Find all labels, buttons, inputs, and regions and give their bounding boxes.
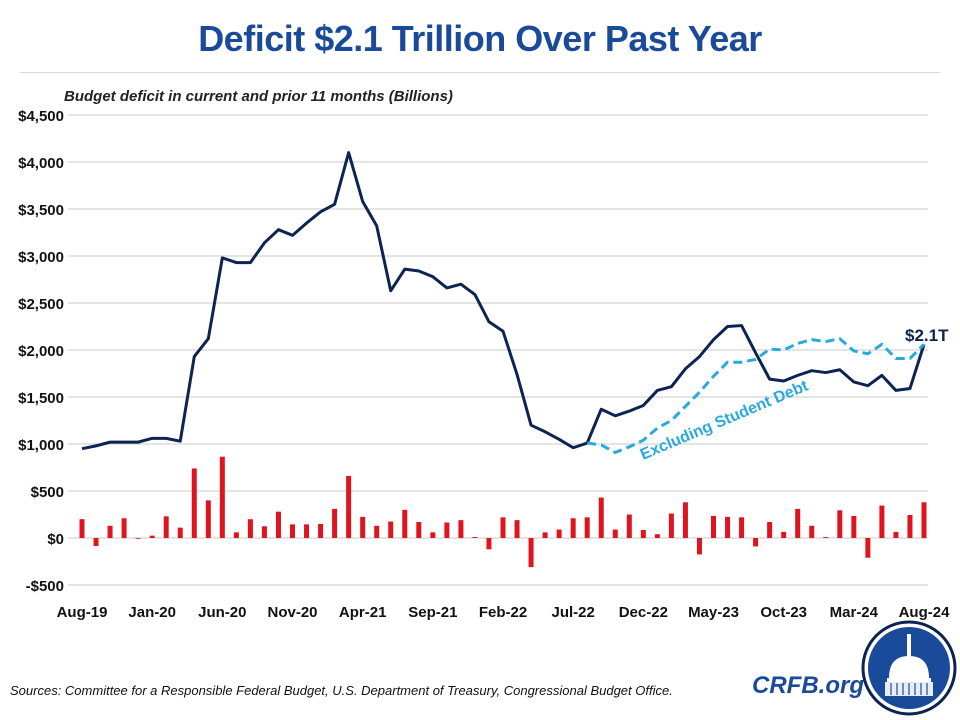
x-tick-label: Oct-23 <box>760 604 807 621</box>
deficit-monthly-bar <box>219 456 225 538</box>
y-axis-label: Budget deficit in current and prior 11 m… <box>64 88 453 105</box>
chart-title: Deficit $2.1 Trillion Over Past Year <box>198 18 762 59</box>
deficit-monthly-bar <box>907 514 913 538</box>
deficit-monthly-bar <box>921 502 927 538</box>
x-tick-label: May-23 <box>688 604 739 621</box>
deficit-monthly-bar <box>682 502 688 538</box>
deficit-monthly-bar <box>865 538 871 558</box>
deficit-monthly-bar <box>711 515 716 538</box>
deficit-monthly-bar <box>261 526 267 538</box>
deficit-monthly-bar <box>584 517 590 538</box>
y-tick-label: $500 <box>31 484 64 501</box>
deficit-monthly-bar <box>93 538 99 546</box>
deficit-monthly-bar <box>767 522 773 538</box>
y-tick-label: $4,000 <box>18 155 64 172</box>
deficit-monthly-bar <box>177 527 183 538</box>
end-value-label: $2.1T <box>905 326 949 345</box>
x-tick-label: Sep-21 <box>408 604 457 621</box>
crfb-capitol-logo <box>861 620 957 716</box>
brand-link[interactable]: CRFB.org <box>752 672 864 699</box>
deficit-monthly-bar <box>472 537 478 538</box>
deficit-monthly-bar <box>275 511 281 538</box>
excluding-student-debt-label: Excluding Student Debt <box>638 377 811 463</box>
deficit-monthly-bar <box>163 516 169 538</box>
deficit-monthly-bar <box>612 529 618 538</box>
deficit-monthly-bar <box>191 468 197 538</box>
deficit-monthly-bar <box>121 518 127 538</box>
deficit-monthly-bar <box>318 523 324 538</box>
y-tick-label: $3,500 <box>18 202 64 219</box>
deficit-monthly-bar <box>332 508 338 538</box>
deficit-monthly-bar <box>233 532 239 538</box>
y-tick-label: $1,500 <box>18 390 64 407</box>
deficit-monthly-bar <box>247 519 253 538</box>
deficit-monthly-bar <box>795 508 801 538</box>
deficit-monthly-bar <box>107 525 113 538</box>
deficit-monthly-bar <box>598 497 604 538</box>
x-tick-label: Mar-24 <box>830 604 879 621</box>
deficit-monthly-bar <box>135 538 141 539</box>
deficit-monthly-bar <box>753 538 759 547</box>
x-tick-label: Apr-21 <box>339 604 387 621</box>
y-tick-label: $1,000 <box>18 437 64 454</box>
x-tick-label: Jul-22 <box>551 604 594 621</box>
excluding-student-debt-line <box>587 337 926 455</box>
sources-note: Sources: Committee for a Responsible Fed… <box>10 683 673 698</box>
deficit-monthly-bar <box>430 532 436 538</box>
deficit-monthly-bar <box>149 535 155 538</box>
deficit-monthly-bar <box>374 525 380 538</box>
y-tick-label: $3,000 <box>18 249 64 266</box>
deficit-monthly-bar <box>696 538 702 555</box>
x-tick-label: Aug-24 <box>899 604 950 621</box>
deficit-monthly-bar <box>654 534 660 538</box>
deficit-monthly-bar <box>444 522 450 538</box>
deficit-monthly-bar <box>360 516 366 538</box>
deficit-monthly-bar <box>739 517 745 538</box>
deficit-monthly-bar <box>725 516 731 538</box>
deficit-monthly-bar <box>851 515 857 538</box>
deficit-monthly-bar <box>388 521 394 538</box>
title-divider <box>20 72 940 73</box>
x-tick-label: Jan-20 <box>128 604 176 621</box>
deficit-monthly-bar <box>570 518 576 538</box>
deficit-monthly-bar <box>346 475 352 538</box>
deficit-monthly-bar <box>458 520 464 538</box>
deficit-monthly-bar <box>79 519 85 538</box>
deficit-monthly-bar <box>879 505 885 538</box>
y-tick-label: $0 <box>47 531 64 548</box>
total-deficit-line <box>81 151 926 451</box>
deficit-monthly-bar <box>837 510 843 538</box>
deficit-monthly-bar <box>893 531 899 538</box>
y-tick-label: -$500 <box>26 578 64 595</box>
y-tick-label: $4,500 <box>18 108 64 125</box>
deficit-monthly-bar <box>809 525 815 538</box>
deficit-monthly-bar <box>416 522 422 538</box>
deficit-monthly-bar <box>668 513 674 538</box>
deficit-monthly-bar <box>823 537 829 538</box>
deficit-monthly-bar <box>304 524 310 538</box>
deficit-monthly-bar <box>542 532 548 538</box>
deficit-monthly-bar <box>640 530 646 538</box>
x-tick-label: Nov-20 <box>267 604 317 621</box>
deficit-monthly-bar <box>781 531 787 538</box>
y-tick-label: $2,500 <box>18 296 64 313</box>
deficit-monthly-bar <box>205 500 211 538</box>
x-tick-label: Aug-19 <box>57 604 108 621</box>
deficit-monthly-bar <box>402 509 408 538</box>
deficit-monthly-bar <box>514 520 520 538</box>
y-tick-label: $2,000 <box>18 343 64 360</box>
deficit-monthly-bar <box>528 538 534 568</box>
deficit-monthly-bar <box>556 529 562 538</box>
x-tick-label: Feb-22 <box>479 604 527 621</box>
x-tick-label: Jun-20 <box>198 604 246 621</box>
deficit-monthly-bar <box>500 517 506 538</box>
deficit-monthly-bar <box>626 514 632 538</box>
deficit-monthly-bar <box>486 538 492 550</box>
x-tick-label: Dec-22 <box>619 604 668 621</box>
deficit-monthly-bar <box>290 524 295 538</box>
deficit-chart: $4,500 $4,000 $3,500 $3,000 $2,500 $2,000 $1,5… <box>18 108 950 621</box>
